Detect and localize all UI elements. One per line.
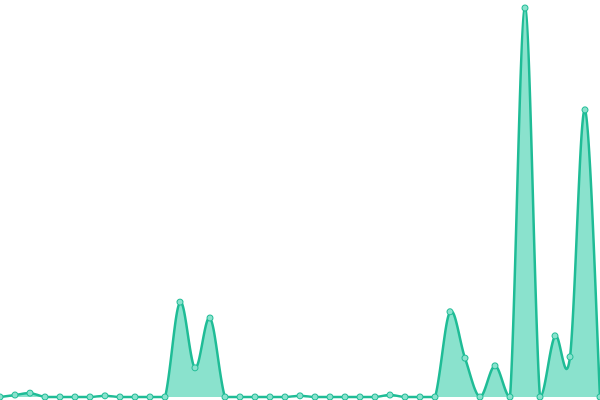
data-point <box>116 393 124 400</box>
data-point <box>266 393 274 400</box>
data-point <box>386 391 394 399</box>
data-point <box>416 393 424 400</box>
data-point <box>131 393 139 400</box>
data-point <box>26 389 34 397</box>
data-point <box>161 393 169 400</box>
data-point <box>521 4 529 12</box>
data-point <box>296 392 304 400</box>
area-line <box>0 6 600 399</box>
data-point <box>0 393 4 400</box>
data-point <box>326 393 334 400</box>
data-point <box>431 393 439 400</box>
data-point <box>206 314 214 322</box>
data-point <box>146 393 154 400</box>
data-point <box>356 393 364 400</box>
data-point <box>401 393 409 400</box>
data-point <box>251 393 259 400</box>
data-point <box>491 362 499 370</box>
data-point <box>596 393 600 400</box>
data-point <box>446 308 454 316</box>
data-point <box>101 392 109 400</box>
data-point <box>176 298 184 306</box>
data-point <box>461 354 469 362</box>
data-point <box>311 393 319 400</box>
data-point <box>581 106 589 114</box>
data-point <box>191 364 199 372</box>
data-point <box>236 393 244 400</box>
data-point <box>71 393 79 400</box>
data-point <box>536 393 544 400</box>
data-point <box>221 393 229 400</box>
data-point <box>41 393 49 400</box>
data-point <box>281 393 289 400</box>
data-point <box>551 332 559 340</box>
data-point <box>86 393 94 400</box>
data-point <box>506 393 514 400</box>
data-point <box>56 393 64 400</box>
data-point <box>341 393 349 400</box>
data-point <box>371 393 379 400</box>
area-fill <box>0 8 600 397</box>
data-point <box>476 393 484 400</box>
data-point <box>11 391 19 399</box>
data-point <box>566 353 574 361</box>
